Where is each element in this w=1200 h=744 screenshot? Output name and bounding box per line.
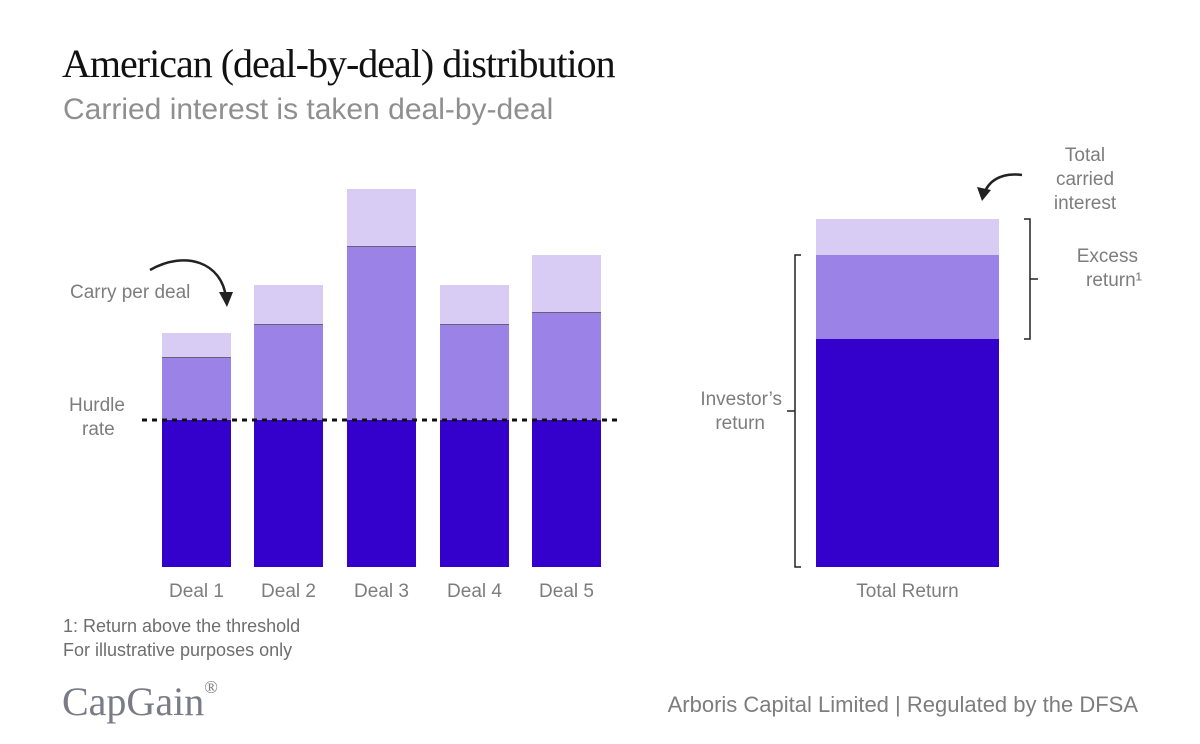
total-bar-1-segment-1 [816, 339, 999, 567]
hurdle-label-line1: Hurdle [69, 395, 125, 416]
investor-return-label-line1: Investor’s [700, 389, 782, 410]
carry-arrowhead-icon [219, 292, 233, 307]
deal-bar-5-segment-1 [532, 420, 601, 567]
investor-return-bracket [787, 254, 801, 568]
deal-bar-4-segment-1 [440, 420, 509, 567]
deal-bar-2-segment-3 [254, 285, 323, 324]
deal-bar-1-segment-3 [162, 333, 231, 357]
total-carry-label-line2: carried [1055, 169, 1115, 190]
deal-bar-5-segment-3 [532, 255, 601, 312]
total-bar-1-segment-2 [816, 255, 999, 339]
x-tick-label: Deal 4 [447, 581, 502, 602]
deal-bar-4-segment-2 [440, 324, 509, 420]
chart-subtitle: Carried interest is taken deal-by-deal [63, 93, 554, 126]
carry-per-deal-label: Carry per deal [70, 282, 191, 303]
deal-bar-1-segment-2 [162, 357, 231, 420]
company-disclaimer: Arboris Capital Limited | Regulated by t… [667, 692, 1138, 717]
footnote-2: For illustrative purposes only [63, 640, 293, 660]
registered-mark: ® [204, 676, 218, 697]
hurdle-label-line2: rate [82, 419, 115, 440]
deal-bar-3-segment-1 [347, 420, 416, 567]
x-tick-label: Deal 3 [354, 581, 409, 602]
carry-arrow-icon [149, 259, 228, 299]
total-carry-label-line3: interest [1053, 193, 1117, 214]
logo-text: CapGain [62, 679, 205, 724]
deal-bar-2-segment-2 [254, 324, 323, 420]
total-bar-group [816, 219, 999, 567]
deal-bar-2-segment-1 [254, 420, 323, 567]
deal-bar-3-segment-2 [347, 246, 416, 420]
total-carry-label-line1: Total [1064, 145, 1106, 166]
x-tick-label: Deal 1 [169, 581, 224, 602]
deal-bar-5-segment-2 [532, 312, 601, 420]
deal-bars-group [162, 189, 601, 567]
deal-bar-3-segment-3 [347, 189, 416, 246]
deal-bar-4-segment-3 [440, 285, 509, 324]
excess-return-label-line1: Excess [1076, 246, 1138, 267]
excess-return-bracket [1024, 218, 1038, 340]
chart-title: American (deal-by-deal) distribution [62, 41, 616, 86]
deal-bar-1-segment-1 [162, 420, 231, 567]
excess-return-label-line2: return¹ [1086, 270, 1142, 291]
investor-return-label-line2: return [715, 413, 765, 434]
total-carry-arrowhead-icon [977, 187, 991, 201]
x-tick-label: Deal 5 [539, 581, 594, 602]
x-tick-label-total: Total Return [856, 581, 959, 602]
capgain-logo: CapGain® [62, 676, 218, 725]
footnote-1: 1: Return above the threshold [63, 616, 301, 636]
total-bar-1-segment-3 [816, 219, 999, 255]
x-tick-label: Deal 2 [261, 581, 316, 602]
